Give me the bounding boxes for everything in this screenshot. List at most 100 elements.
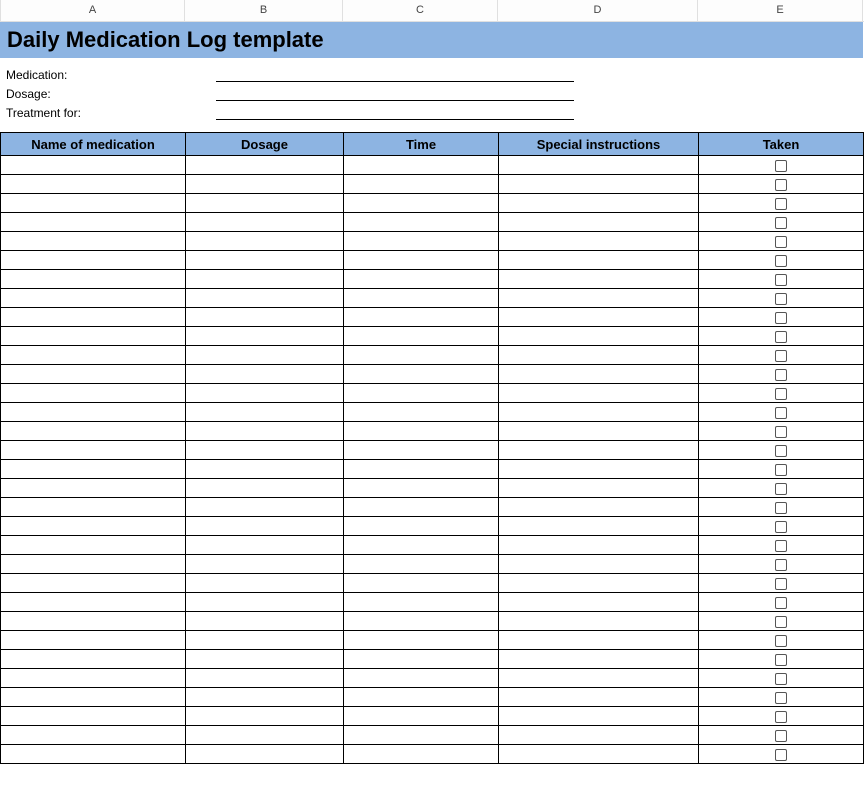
- cell-name[interactable]: [1, 498, 186, 517]
- cell-name[interactable]: [1, 232, 186, 251]
- cell-instructions[interactable]: [499, 308, 699, 327]
- cell-name[interactable]: [1, 707, 186, 726]
- cell-instructions[interactable]: [499, 479, 699, 498]
- cell-time[interactable]: [344, 517, 499, 536]
- cell-time[interactable]: [344, 460, 499, 479]
- checkbox-icon[interactable]: [775, 274, 787, 286]
- cell-dosage[interactable]: [186, 650, 344, 669]
- cell-name[interactable]: [1, 650, 186, 669]
- checkbox-icon[interactable]: [775, 464, 787, 476]
- checkbox-icon[interactable]: [775, 369, 787, 381]
- cell-name[interactable]: [1, 327, 186, 346]
- cell-name[interactable]: [1, 194, 186, 213]
- cell-instructions[interactable]: [499, 365, 699, 384]
- cell-instructions[interactable]: [499, 536, 699, 555]
- cell-dosage[interactable]: [186, 574, 344, 593]
- cell-name[interactable]: [1, 726, 186, 745]
- cell-time[interactable]: [344, 536, 499, 555]
- cell-name[interactable]: [1, 517, 186, 536]
- cell-instructions[interactable]: [499, 726, 699, 745]
- cell-name[interactable]: [1, 422, 186, 441]
- col-header-d[interactable]: D: [498, 0, 698, 21]
- cell-time[interactable]: [344, 232, 499, 251]
- cell-instructions[interactable]: [499, 441, 699, 460]
- cell-name[interactable]: [1, 593, 186, 612]
- cell-time[interactable]: [344, 194, 499, 213]
- col-header-c[interactable]: C: [343, 0, 498, 21]
- cell-time[interactable]: [344, 213, 499, 232]
- checkbox-icon[interactable]: [775, 426, 787, 438]
- cell-time[interactable]: [344, 555, 499, 574]
- cell-time[interactable]: [344, 631, 499, 650]
- cell-time[interactable]: [344, 612, 499, 631]
- checkbox-icon[interactable]: [775, 730, 787, 742]
- cell-instructions[interactable]: [499, 403, 699, 422]
- cell-dosage[interactable]: [186, 631, 344, 650]
- cell-name[interactable]: [1, 745, 186, 764]
- cell-time[interactable]: [344, 289, 499, 308]
- info-input-dosage[interactable]: [216, 86, 574, 101]
- cell-instructions[interactable]: [499, 156, 699, 175]
- cell-instructions[interactable]: [499, 612, 699, 631]
- cell-name[interactable]: [1, 156, 186, 175]
- cell-instructions[interactable]: [499, 270, 699, 289]
- cell-dosage[interactable]: [186, 517, 344, 536]
- cell-dosage[interactable]: [186, 270, 344, 289]
- cell-dosage[interactable]: [186, 593, 344, 612]
- cell-name[interactable]: [1, 441, 186, 460]
- cell-dosage[interactable]: [186, 422, 344, 441]
- cell-name[interactable]: [1, 346, 186, 365]
- cell-instructions[interactable]: [499, 707, 699, 726]
- checkbox-icon[interactable]: [775, 255, 787, 267]
- cell-dosage[interactable]: [186, 536, 344, 555]
- cell-time[interactable]: [344, 156, 499, 175]
- cell-instructions[interactable]: [499, 574, 699, 593]
- cell-name[interactable]: [1, 479, 186, 498]
- cell-dosage[interactable]: [186, 289, 344, 308]
- cell-dosage[interactable]: [186, 460, 344, 479]
- cell-dosage[interactable]: [186, 726, 344, 745]
- cell-instructions[interactable]: [499, 422, 699, 441]
- cell-time[interactable]: [344, 270, 499, 289]
- cell-time[interactable]: [344, 745, 499, 764]
- cell-instructions[interactable]: [499, 384, 699, 403]
- cell-instructions[interactable]: [499, 517, 699, 536]
- checkbox-icon[interactable]: [775, 198, 787, 210]
- info-input-treatment[interactable]: [216, 105, 574, 120]
- cell-name[interactable]: [1, 536, 186, 555]
- cell-dosage[interactable]: [186, 669, 344, 688]
- cell-name[interactable]: [1, 289, 186, 308]
- cell-instructions[interactable]: [499, 213, 699, 232]
- cell-time[interactable]: [344, 669, 499, 688]
- cell-instructions[interactable]: [499, 194, 699, 213]
- checkbox-icon[interactable]: [775, 179, 787, 191]
- checkbox-icon[interactable]: [775, 654, 787, 666]
- col-header-a[interactable]: A: [0, 0, 185, 21]
- cell-dosage[interactable]: [186, 251, 344, 270]
- cell-dosage[interactable]: [186, 688, 344, 707]
- checkbox-icon[interactable]: [775, 236, 787, 248]
- checkbox-icon[interactable]: [775, 635, 787, 647]
- cell-name[interactable]: [1, 213, 186, 232]
- cell-time[interactable]: [344, 403, 499, 422]
- checkbox-icon[interactable]: [775, 160, 787, 172]
- cell-name[interactable]: [1, 403, 186, 422]
- cell-dosage[interactable]: [186, 232, 344, 251]
- cell-dosage[interactable]: [186, 365, 344, 384]
- cell-instructions[interactable]: [499, 593, 699, 612]
- cell-name[interactable]: [1, 365, 186, 384]
- cell-instructions[interactable]: [499, 251, 699, 270]
- cell-name[interactable]: [1, 555, 186, 574]
- cell-instructions[interactable]: [499, 555, 699, 574]
- cell-name[interactable]: [1, 270, 186, 289]
- cell-dosage[interactable]: [186, 346, 344, 365]
- cell-name[interactable]: [1, 631, 186, 650]
- checkbox-icon[interactable]: [775, 350, 787, 362]
- checkbox-icon[interactable]: [775, 483, 787, 495]
- cell-time[interactable]: [344, 422, 499, 441]
- cell-instructions[interactable]: [499, 175, 699, 194]
- checkbox-icon[interactable]: [775, 388, 787, 400]
- cell-time[interactable]: [344, 498, 499, 517]
- cell-instructions[interactable]: [499, 498, 699, 517]
- cell-dosage[interactable]: [186, 384, 344, 403]
